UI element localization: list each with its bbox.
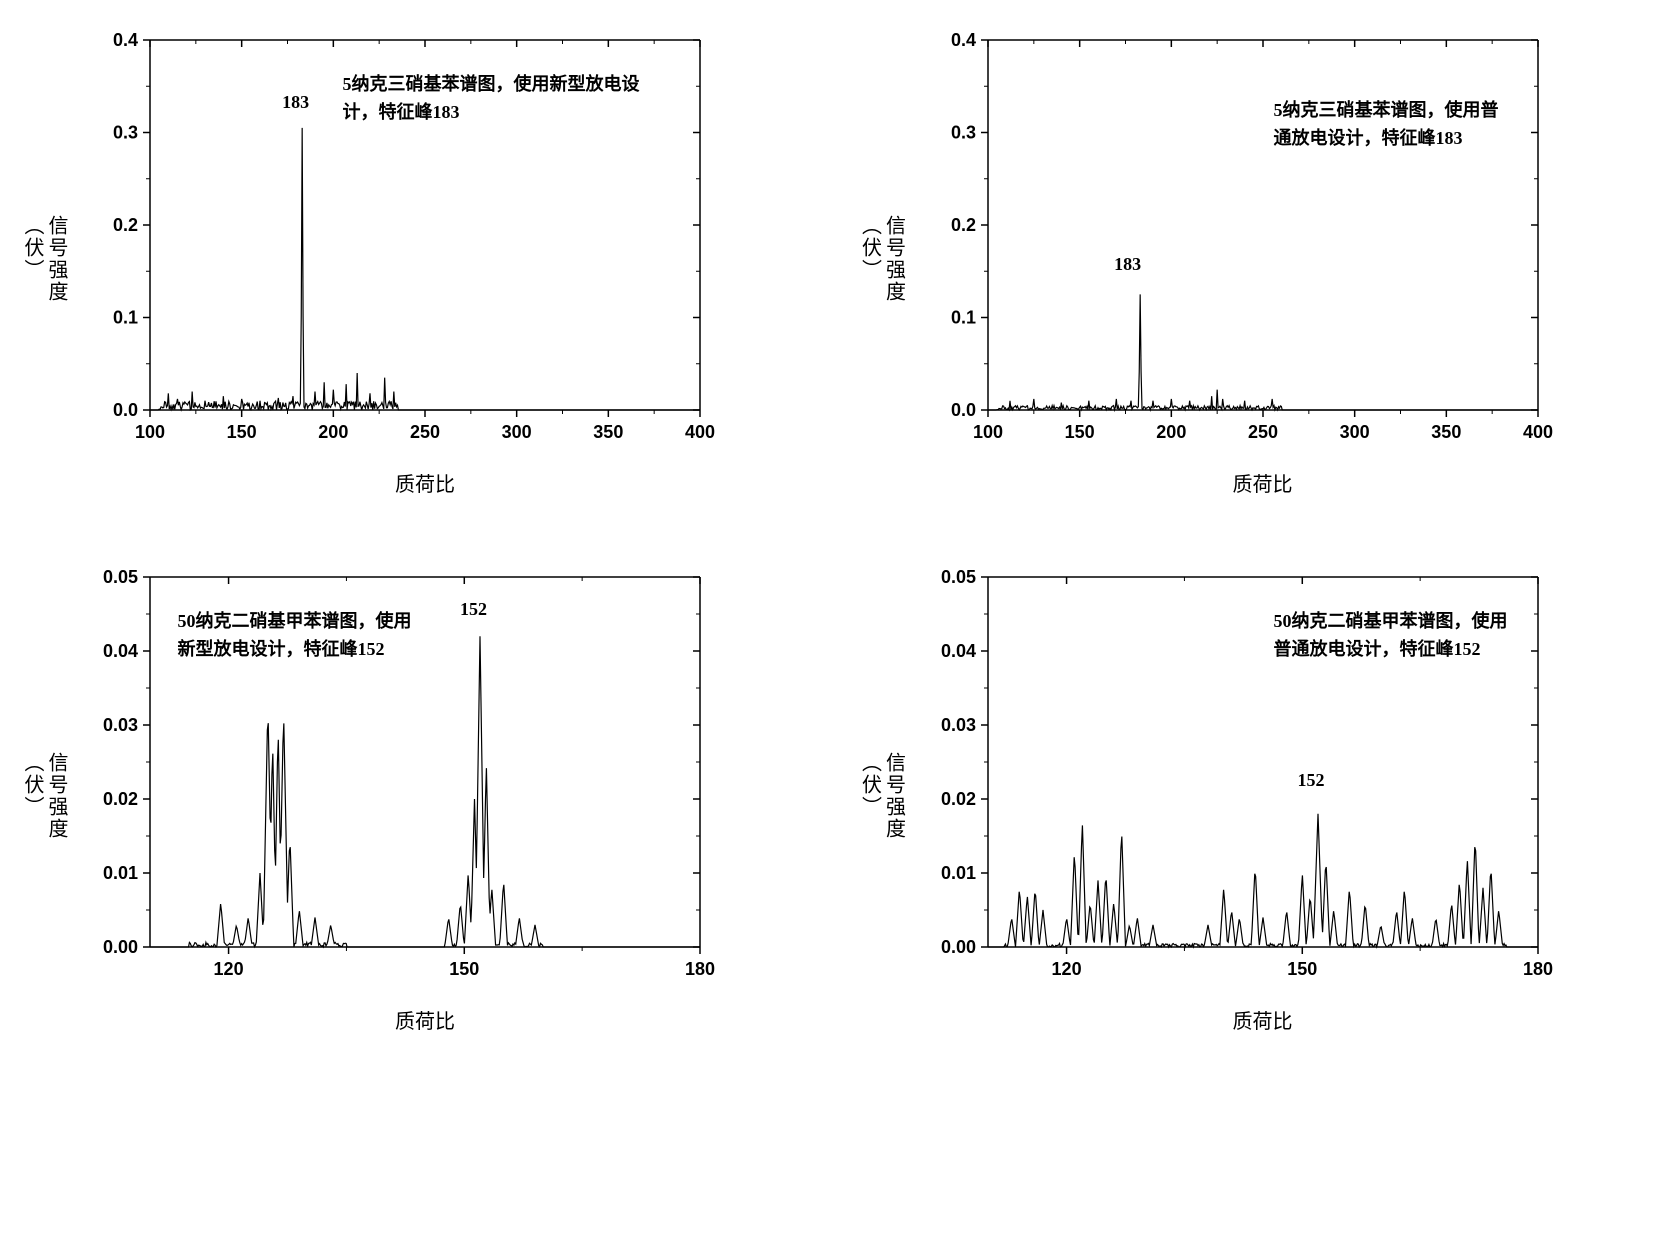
y-tick-label: 0.01 [103, 863, 138, 883]
y-tick-label: 0.05 [103, 567, 138, 587]
x-tick-label: 100 [135, 422, 165, 442]
x-tick-label: 350 [593, 422, 623, 442]
panel-annotation: 5纳克三硝基苯谱图，使用普通放电设计，特征峰183 [1274, 96, 1499, 154]
y-axis-label-line2: （伏） [21, 215, 43, 281]
y-axis-label: 信号强度（伏） [20, 215, 68, 303]
y-tick-label: 0.1 [113, 308, 138, 328]
y-axis-label: 信号强度（伏） [858, 215, 906, 303]
peak-label: 183 [1114, 254, 1141, 275]
panel-annotation-line: 50纳克二硝基甲苯谱图，使用 [178, 607, 412, 636]
y-tick-label: 0.0 [950, 400, 975, 420]
x-tick-label: 300 [1339, 422, 1369, 442]
panel-top-right: 信号强度（伏） 100 150 200 250 300 350 400 0.0 0.1 0.2 0.3… [858, 20, 1656, 497]
x-tick-label: 200 [1156, 422, 1186, 442]
y-tick-label: 0.4 [950, 30, 975, 50]
y-axis-label-line1: 信号强度 [45, 215, 67, 303]
x-axis-label: 质荷比 [988, 468, 1538, 497]
y-tick-label: 0.01 [940, 863, 975, 883]
y-tick-label: 0.03 [940, 715, 975, 735]
panel-bottom-left: 信号强度（伏） 120 150 180 0.00 0.01 0.02 0.03 0.04 0.05… [20, 557, 818, 1034]
x-tick-label: 200 [318, 422, 348, 442]
panel-annotation-line: 5纳克三硝基苯谱图，使用新型放电设 [343, 70, 640, 99]
y-tick-label: 0.02 [940, 789, 975, 809]
x-tick-label: 100 [972, 422, 1002, 442]
panel-bottom-right: 信号强度（伏） 120 150 180 0.00 0.01 0.02 0.03 0.04 0.05… [858, 557, 1656, 1034]
y-tick-label: 0.3 [950, 123, 975, 143]
panel-annotation: 50纳克二硝基甲苯谱图，使用普通放电设计，特征峰152 [1274, 607, 1508, 665]
y-tick-label: 0.2 [950, 215, 975, 235]
y-axis-label-line2: （伏） [859, 752, 881, 818]
spectrum-trace [988, 814, 1538, 947]
y-tick-label: 0.0 [113, 400, 138, 420]
x-tick-label: 400 [685, 422, 715, 442]
x-tick-label: 150 [1287, 959, 1317, 979]
panel-annotation-line: 计，特征峰183 [343, 98, 640, 127]
x-tick-label: 300 [502, 422, 532, 442]
panel-annotation-line: 50纳克二硝基甲苯谱图，使用 [1274, 607, 1508, 636]
y-axis-label-line2: （伏） [21, 752, 43, 818]
x-tick-label: 150 [227, 422, 257, 442]
peak-label: 183 [282, 92, 309, 113]
y-tick-label: 0.00 [103, 937, 138, 957]
y-axis-label-line1: 信号强度 [883, 215, 905, 303]
x-axis-label: 质荷比 [988, 1005, 1538, 1034]
x-axis-label: 质荷比 [150, 1005, 700, 1034]
x-tick-label: 180 [1522, 959, 1552, 979]
plot-area: 120 150 180 0.00 0.01 0.02 0.03 0.04 0.05 50纳克二硝基… [80, 557, 818, 1034]
y-tick-label: 0.03 [103, 715, 138, 735]
y-tick-label: 0.00 [940, 937, 975, 957]
y-tick-label: 0.1 [950, 308, 975, 328]
y-axis-label: 信号强度（伏） [20, 752, 68, 840]
x-tick-label: 180 [685, 959, 715, 979]
x-tick-label: 120 [214, 959, 244, 979]
y-tick-label: 0.4 [113, 30, 138, 50]
y-axis-label-line1: 信号强度 [45, 752, 67, 840]
x-axis-label: 质荷比 [150, 468, 700, 497]
y-tick-label: 0.04 [940, 641, 975, 661]
x-tick-label: 250 [1247, 422, 1277, 442]
y-axis-label-line1: 信号强度 [883, 752, 905, 840]
panel-annotation: 50纳克二硝基甲苯谱图，使用新型放电设计，特征峰152 [178, 607, 412, 665]
y-tick-label: 0.3 [113, 123, 138, 143]
y-tick-label: 0.04 [103, 641, 138, 661]
y-tick-label: 0.02 [103, 789, 138, 809]
plot-area: 100 150 200 250 300 350 400 0.0 0.1 0.2 0.3 0.4 5纳克三… [918, 20, 1656, 497]
spectrum-trace [988, 294, 1538, 410]
chart-grid: 信号强度（伏）1001502002503003504000.00.10.20.3… [20, 20, 1655, 1034]
panel-annotation: 5纳克三硝基苯谱图，使用新型放电设计，特征峰183 [343, 70, 640, 128]
plot-area: 100 150 200 250 300 350 400 0.0 0.1 0.2 0.3 0.4 5纳克三… [80, 20, 818, 497]
y-tick-label: 0.2 [113, 215, 138, 235]
y-axis-label: 信号强度（伏） [858, 752, 906, 840]
panel-annotation-line: 5纳克三硝基苯谱图，使用普 [1274, 96, 1499, 125]
x-tick-label: 150 [449, 959, 479, 979]
panel-top-left: 信号强度（伏） 100 150 200 250 300 350 400 0.0 0.1 0.2 0.3… [20, 20, 818, 497]
plot-area: 120 150 180 0.00 0.01 0.02 0.03 0.04 0.05 50纳克二硝基… [918, 557, 1656, 1034]
x-tick-label: 150 [1064, 422, 1094, 442]
panel-annotation-line: 普通放电设计，特征峰152 [1274, 635, 1508, 664]
spectrum-trace [150, 128, 700, 410]
spectrum-svg: 100 150 200 250 300 350 400 0.0 0.1 0.2 0.3 0.4 [918, 20, 1558, 460]
x-tick-label: 400 [1522, 422, 1552, 442]
y-tick-label: 0.05 [940, 567, 975, 587]
panel-annotation-line: 通放电设计，特征峰183 [1274, 124, 1499, 153]
y-axis-label-line2: （伏） [859, 215, 881, 281]
peak-label: 152 [460, 599, 487, 620]
spectrum-trace [150, 636, 700, 947]
panel-annotation-line: 新型放电设计，特征峰152 [178, 635, 412, 664]
x-tick-label: 120 [1051, 959, 1081, 979]
x-tick-label: 350 [1431, 422, 1461, 442]
x-tick-label: 250 [410, 422, 440, 442]
peak-label: 152 [1298, 770, 1325, 791]
